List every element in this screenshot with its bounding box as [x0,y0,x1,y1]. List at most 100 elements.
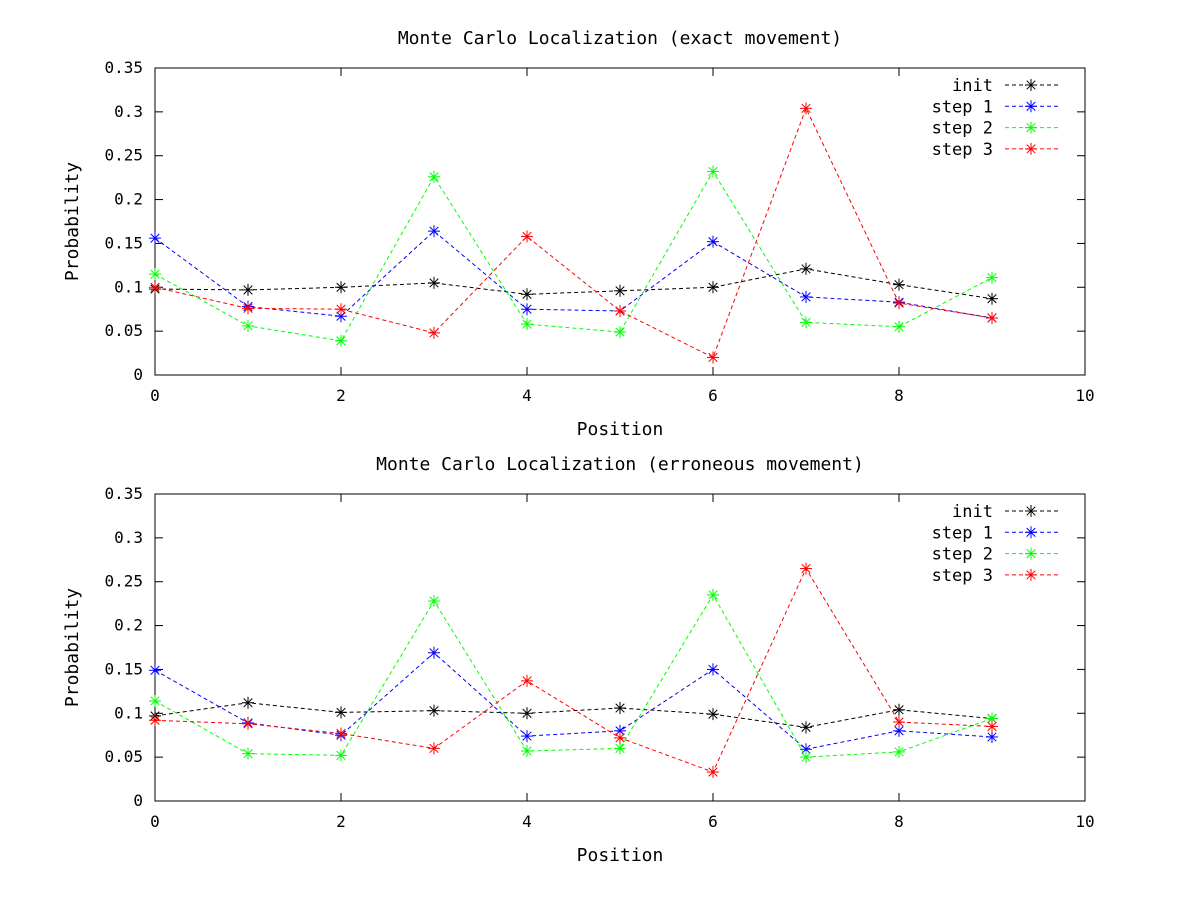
data-point [521,288,533,301]
data-point [893,745,905,758]
legend-label: step 1 [932,97,993,117]
x-tick-label: 6 [708,386,718,405]
marker-stroke [801,264,811,274]
data-point [335,727,347,740]
marker-stroke [1026,101,1036,111]
marker-stroke [150,269,160,279]
legend-marker [1025,100,1037,113]
data-point [986,311,998,324]
y-axis-label: Probability [62,162,83,281]
marker-stroke [429,596,439,606]
legend-marker [1025,142,1037,155]
legend-label: init [952,502,993,522]
data-point [521,303,533,316]
y-tick-label: 0.2 [114,190,143,209]
data-point [707,588,719,601]
marker-stroke [615,703,625,713]
marker-stroke [429,706,439,716]
y-tick-label: 0.15 [104,233,143,252]
series-line [154,170,993,342]
marker-stroke [1026,570,1036,580]
data-point [521,318,533,331]
marker-stroke [708,709,718,719]
marker-stroke [336,707,346,718]
marker-stroke [522,304,532,314]
legend-label: step 1 [932,523,993,543]
y-tick-label: 0.1 [114,277,143,296]
marker-stroke [987,313,997,323]
legend-marker [1025,505,1037,517]
data-point [521,745,533,758]
data-point [149,268,161,281]
marker-stroke [243,321,253,331]
data-point [242,319,254,332]
data-point [521,230,533,243]
x-tick-label: 4 [522,812,532,831]
x-axis-label: Position [577,419,664,440]
marker-stroke [615,327,625,337]
marker-stroke [708,282,718,292]
legend-label: init [952,76,993,96]
marker-stroke [801,752,811,762]
marker-stroke [708,590,718,600]
data-point [707,165,719,178]
data-point [149,281,161,294]
data-point [893,716,905,729]
marker-stroke [894,726,904,736]
y-tick-label: 0 [133,365,143,384]
data-point [242,302,254,315]
marker-stroke [429,743,439,754]
series-init [149,696,998,734]
marker-stroke [336,311,346,321]
data-point [335,749,347,762]
marker-stroke [243,303,253,313]
marker-stroke [801,563,811,574]
legend-label: step 2 [932,545,993,565]
marker-stroke [801,103,811,114]
marker-stroke [150,665,160,675]
marker-stroke [801,722,811,732]
data-point [335,303,347,316]
data-point [986,730,998,743]
data-point [149,664,161,677]
data-point [800,290,812,303]
y-tick-label: 0.2 [114,616,143,635]
data-point [893,703,905,716]
marker-stroke [987,294,997,304]
data-point [428,704,440,717]
data-point [521,674,533,687]
marker-stroke [243,698,253,708]
series-line [154,107,993,359]
x-tick-label: 8 [894,386,904,405]
marker-stroke [987,721,997,732]
data-point [428,326,440,339]
series-step-2 [149,588,998,764]
marker-stroke [894,280,904,290]
data-point [986,720,998,733]
x-tick-label: 10 [1075,386,1094,405]
marker-stroke [615,733,625,743]
marker-stroke [1026,144,1036,154]
x-tick-label: 8 [894,812,904,831]
marker-stroke [243,719,253,729]
marker-stroke [429,172,439,182]
data-point [893,297,905,310]
y-tick-label: 0.25 [104,146,143,165]
marker-stroke [429,328,439,338]
plot-frame [154,67,1086,376]
marker-stroke [894,322,904,332]
data-point [707,766,719,779]
x-tick-label: 2 [336,812,346,831]
x-tick-label: 4 [522,386,532,405]
y-tick-label: 0.35 [104,58,143,77]
data-point [614,731,626,744]
marker-stroke [522,289,532,299]
plot-frame [154,493,1086,802]
marker-stroke [150,233,160,243]
data-point [242,717,254,730]
y-tick-label: 0.3 [114,102,143,121]
data-point [986,292,998,305]
marker-stroke [336,304,346,314]
marker-stroke [429,226,439,236]
data-point [242,696,254,709]
